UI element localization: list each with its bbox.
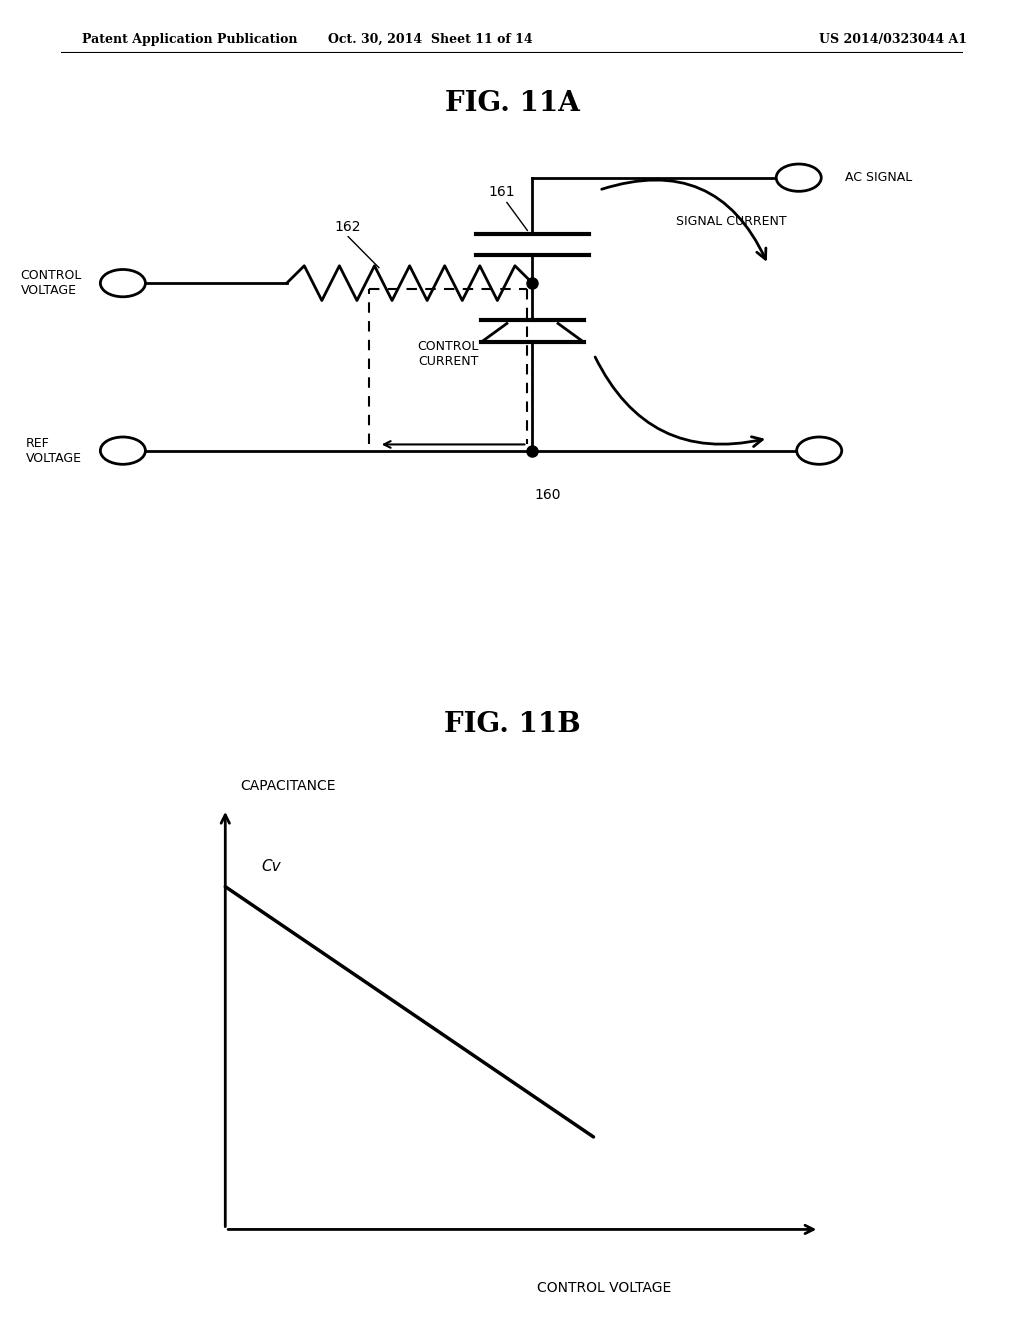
- Text: 161: 161: [488, 185, 515, 199]
- Text: REF
VOLTAGE: REF VOLTAGE: [26, 437, 82, 465]
- Text: 160: 160: [535, 488, 561, 502]
- Text: AC SIGNAL: AC SIGNAL: [845, 172, 912, 185]
- Text: Patent Application Publication: Patent Application Publication: [82, 33, 297, 46]
- Text: SIGNAL CURRENT: SIGNAL CURRENT: [676, 215, 786, 227]
- Text: CONTROL VOLTAGE: CONTROL VOLTAGE: [537, 1282, 672, 1295]
- Circle shape: [100, 437, 145, 465]
- Circle shape: [776, 164, 821, 191]
- Text: CONTROL
CURRENT: CONTROL CURRENT: [418, 341, 478, 368]
- Text: Cv: Cv: [261, 859, 281, 874]
- Text: 162: 162: [335, 219, 361, 234]
- Text: FIG. 11A: FIG. 11A: [444, 90, 580, 116]
- Circle shape: [100, 269, 145, 297]
- Text: CONTROL
VOLTAGE: CONTROL VOLTAGE: [20, 269, 82, 297]
- Text: US 2014/0323044 A1: US 2014/0323044 A1: [819, 33, 968, 46]
- Text: CAPACITANCE: CAPACITANCE: [241, 779, 336, 793]
- Text: FIG. 11B: FIG. 11B: [443, 711, 581, 738]
- Text: Oct. 30, 2014  Sheet 11 of 14: Oct. 30, 2014 Sheet 11 of 14: [328, 33, 532, 46]
- Circle shape: [797, 437, 842, 465]
